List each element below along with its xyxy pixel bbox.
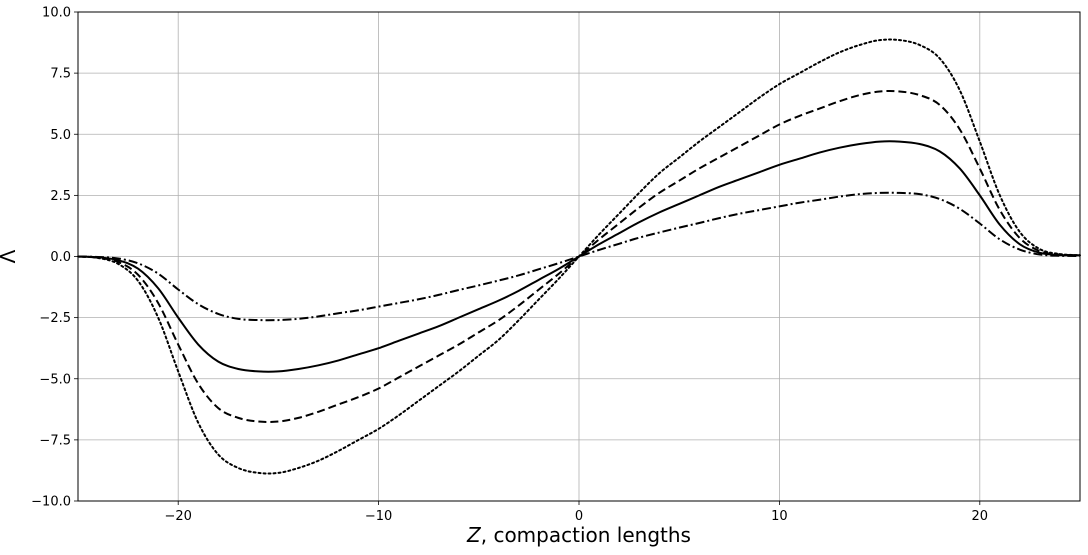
y-tick-label: 0.0: [50, 250, 71, 265]
y-axis-label: Λ: [0, 249, 20, 263]
y-tick-label: −10.0: [31, 495, 71, 510]
x-tick-label: −10: [365, 509, 392, 524]
series-line-dashdot: [77, 191, 1081, 322]
x-axis-label-variable: Z: [466, 523, 482, 547]
y-tick-label: 5.0: [50, 128, 71, 143]
y-tick-label: −5.0: [39, 372, 71, 387]
y-tick-label: 7.5: [50, 67, 71, 82]
x-axis-label: Z, compaction lengths: [466, 523, 691, 547]
x-tick-label: 0: [575, 509, 583, 524]
series-group: [77, 38, 1081, 475]
series-line-dotted: [77, 38, 1081, 475]
y-tick-label: 10.0: [42, 6, 71, 21]
x-tick-label: 10: [771, 509, 788, 524]
y-tick-label: −7.5: [39, 433, 71, 448]
x-axis-label-text: , compaction lengths: [481, 523, 691, 547]
x-tick-label: 20: [972, 509, 989, 524]
ticks: −20 −10 0 10 20 −10.0 −7.5 −5.0 −2.5 0.0 2.5 5.0 7.5…: [31, 6, 988, 525]
x-tick-label: −20: [164, 509, 191, 524]
y-tick-label: −2.5: [39, 311, 71, 326]
y-tick-label: 2.5: [50, 189, 71, 204]
